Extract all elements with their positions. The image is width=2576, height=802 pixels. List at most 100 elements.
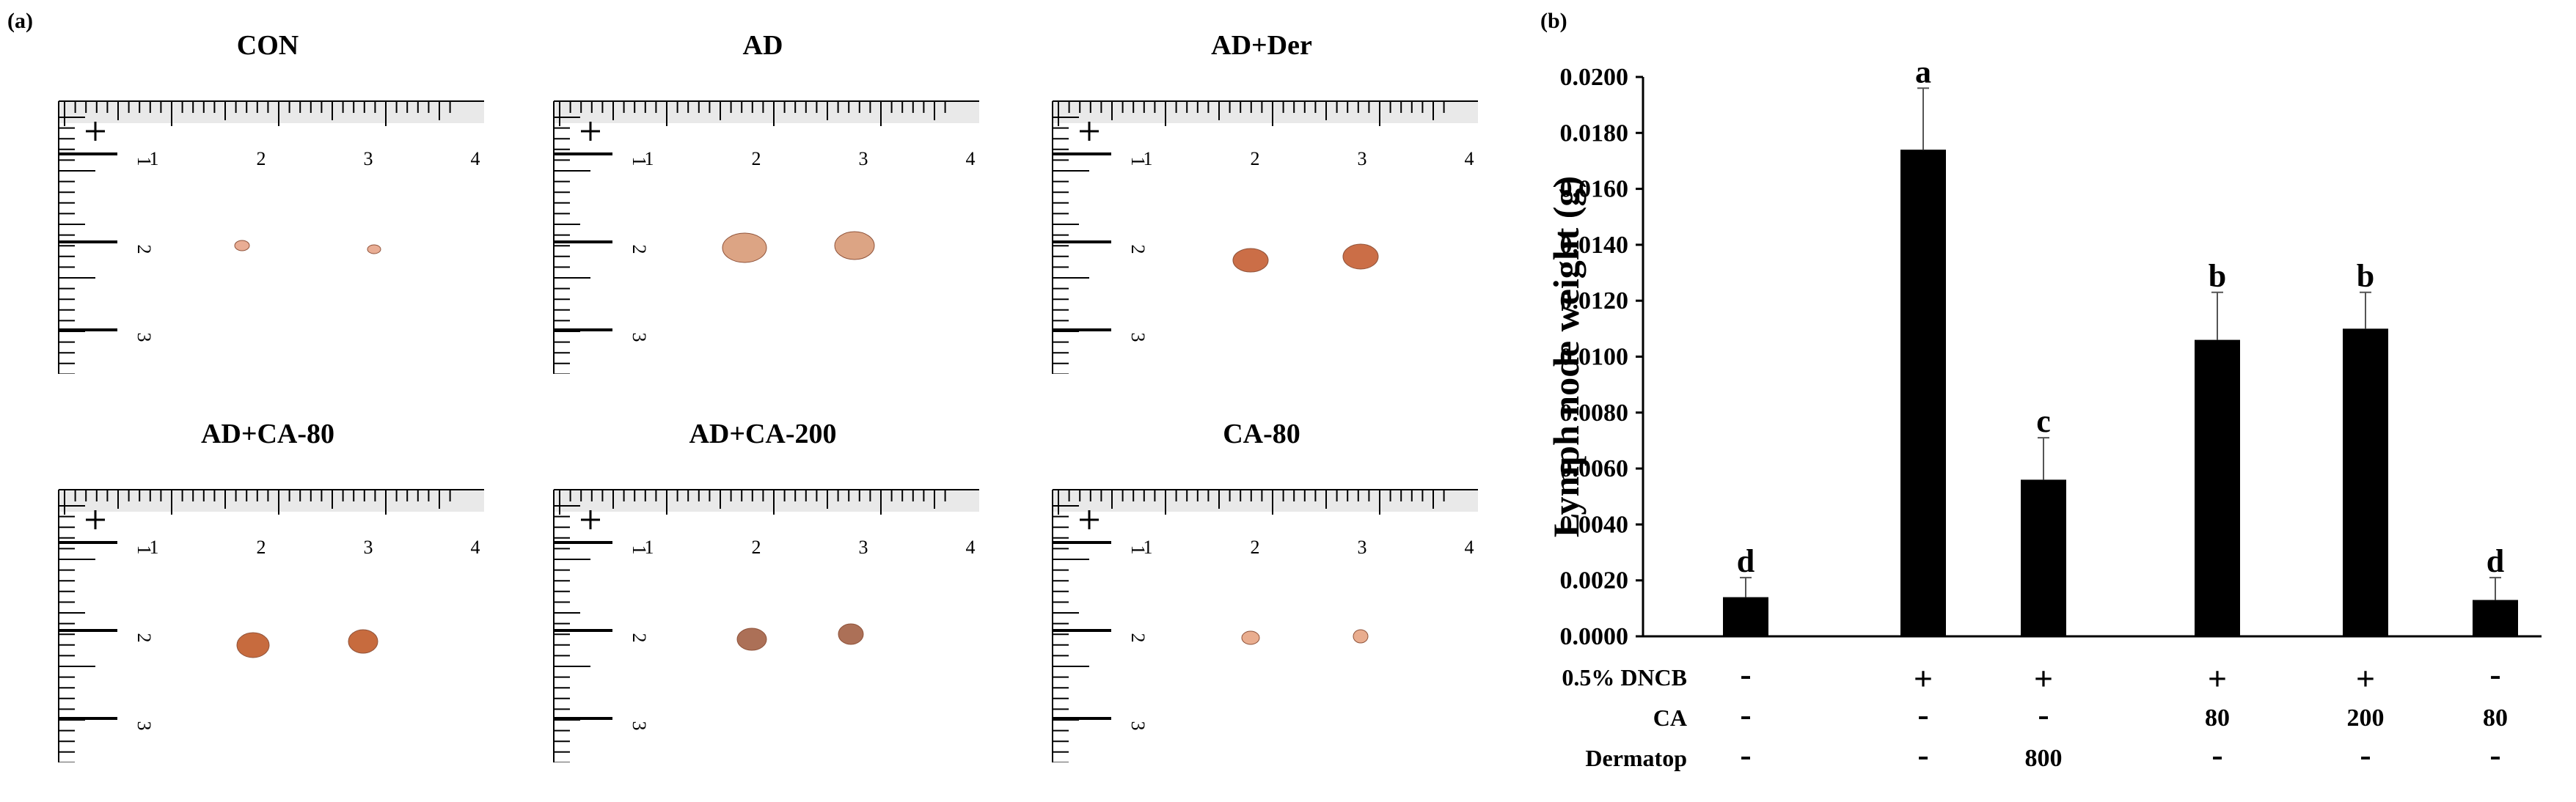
treatment-cell: - [2211, 736, 2222, 773]
significance-label: d [1737, 543, 1754, 579]
ruler-side-label: 3 [133, 721, 155, 731]
ruler-top-label: 3 [859, 148, 868, 169]
cell-title: CA-80 [1223, 419, 1300, 449]
ruler-side-label: 3 [1127, 721, 1149, 731]
treatment-row-label: 0.5% DNCB [1562, 664, 1687, 691]
y-tick-label: 0.0160 [1560, 176, 1629, 203]
ruler-side-label: 1 [133, 545, 155, 555]
bar [2021, 479, 2066, 636]
ruler-top-label: 1 [1144, 537, 1153, 558]
lymph-node [722, 232, 767, 263]
lymph-node [234, 240, 250, 251]
ruler-side-label: 1 [133, 157, 155, 166]
ruler-top-label: 1 [150, 148, 159, 169]
ruler-side-label: 2 [1127, 633, 1149, 643]
ruler-top-label: 4 [1465, 148, 1474, 169]
ruler-top-label: 3 [859, 537, 868, 558]
ruler-side-label: 3 [133, 333, 155, 342]
ruler-top-label: 1 [150, 537, 159, 558]
bar [2473, 600, 2518, 636]
y-tick-label: 0.0100 [1560, 344, 1629, 371]
ruler-side-label: 1 [1127, 545, 1149, 555]
ruler-side-label: 2 [133, 245, 155, 254]
ruler-top-label: 4 [1465, 537, 1474, 558]
y-tick-label: 0.0000 [1560, 623, 1629, 650]
treatment-cell: - [2360, 736, 2371, 773]
ruler-top-label: 1 [1144, 148, 1153, 169]
significance-label: b [2357, 258, 2374, 294]
treatment-row-label: Dermatop [1585, 745, 1687, 771]
ruler-top-label: 2 [1251, 148, 1260, 169]
lymph-node-weight-chart: 0.0000 0.0020 0.0040 0.0060 0.0080 0.0100 0.01… [1545, 54, 2542, 773]
ruler-top-label: 2 [257, 148, 266, 169]
ruler-photo: 1 2 3 4 1 2 3 [58, 100, 484, 374]
significance-label: b [2209, 258, 2226, 294]
ruler-side-label: 2 [629, 245, 650, 254]
treatment-cell: - [1740, 696, 1751, 733]
lymph-node [1241, 630, 1260, 645]
treatment-cell: - [2038, 696, 2049, 733]
cell-title: CON [236, 30, 299, 61]
bar [1900, 150, 1946, 636]
y-tick-label: 0.0020 [1560, 567, 1629, 595]
treatment-cell: + [1914, 660, 1933, 697]
lymph-node [236, 632, 270, 658]
significance-label: d [2487, 543, 2504, 579]
ruler-top-label: 3 [1358, 537, 1367, 558]
y-tick-label: 0.0200 [1560, 64, 1629, 91]
y-tick-label: 0.0040 [1560, 511, 1629, 538]
ruler-photo: 1 2 3 4 1 2 3 [553, 100, 979, 374]
lymph-node [367, 244, 381, 254]
lymph-node [348, 629, 378, 654]
treatment-cell: - [1917, 696, 1928, 733]
panel-a-label: (a) [7, 9, 33, 33]
ruler-top-label: 2 [752, 537, 761, 558]
treatment-cell: - [1740, 655, 1751, 693]
ruler-side-label: 2 [133, 633, 155, 643]
ruler-side-label: 1 [1127, 157, 1149, 166]
ruler-side-label: 3 [629, 333, 650, 342]
lymph-node [1232, 248, 1269, 273]
lymph-node [1342, 243, 1379, 270]
bar [1723, 597, 1768, 636]
treatment-cell: 80 [2483, 704, 2508, 732]
ruler-top-label: 4 [966, 537, 976, 558]
y-tick-label: 0.0060 [1560, 455, 1629, 482]
ruler-top-label: 2 [752, 148, 761, 169]
ruler-photo: 1 2 3 4 1 2 3 [1052, 100, 1478, 374]
lymph-node [1353, 629, 1369, 644]
treatment-cell: 800 [2025, 745, 2063, 772]
ruler-side-label: 2 [629, 633, 650, 643]
significance-label: c [2036, 403, 2051, 439]
bar [2343, 328, 2388, 636]
ruler-photo: 1 2 3 4 1 2 3 [1052, 489, 1478, 762]
bar [2195, 339, 2240, 636]
ruler-top-label: 2 [257, 537, 266, 558]
significance-label: a [1915, 54, 1931, 89]
y-tick-label: 0.0120 [1560, 287, 1629, 314]
y-axis-label: Lymph node weight (g) [1545, 176, 1587, 537]
ruler-side-label: 3 [1127, 333, 1149, 342]
treatment-cell: - [2489, 655, 2500, 693]
ruler-top-label: 2 [1251, 537, 1260, 558]
treatment-row-label: CA [1653, 704, 1687, 731]
ruler-photo: 1 2 3 4 1 2 3 [58, 489, 484, 762]
treatment-cell: + [2034, 660, 2053, 697]
y-tick-label: 0.0080 [1560, 400, 1629, 427]
ruler-photo: 1 2 3 4 1 2 3 [553, 489, 979, 762]
lymph-node [838, 623, 864, 645]
treatment-cell: + [2356, 660, 2375, 697]
ruler-side-label: 2 [1127, 245, 1149, 254]
ruler-side-label: 3 [629, 721, 650, 731]
ruler-top-label: 4 [471, 537, 480, 558]
ruler-top-label: 1 [645, 537, 654, 558]
treatment-cell: 80 [2205, 704, 2230, 732]
treatment-cell: - [2489, 736, 2500, 773]
y-tick-label: 0.0180 [1560, 119, 1629, 147]
lymph-node [736, 628, 767, 651]
ruler-top-label: 4 [471, 148, 480, 169]
treatment-cell: - [1917, 736, 1928, 773]
ruler-top-label: 3 [1358, 148, 1367, 169]
cell-title: AD+CA-200 [689, 419, 837, 449]
ruler-side-label: 1 [629, 157, 650, 166]
